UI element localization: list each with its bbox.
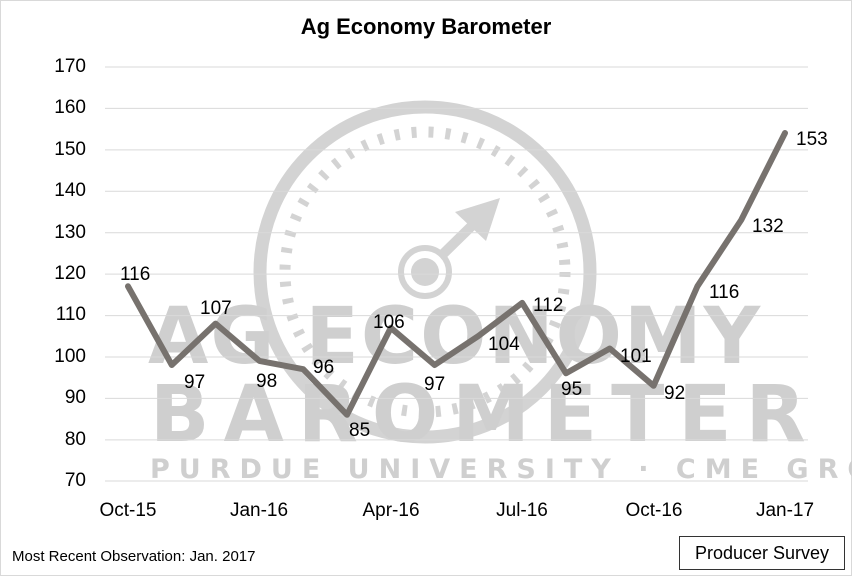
y-tick: 160 [54,97,86,118]
data-label: 92 [664,383,686,404]
data-label: 95 [561,379,583,400]
data-label: 96 [313,357,335,378]
data-label: 107 [200,298,232,319]
x-tick: Oct-15 [99,500,157,521]
data-label: 116 [709,282,740,303]
y-tick: 100 [54,346,86,367]
x-tick: Apr-16 [362,500,420,521]
data-label: 132 [752,216,784,237]
y-tick: 80 [64,429,86,450]
y-tick: 150 [54,139,86,160]
x-tick: Jul-16 [496,500,548,521]
watermark-line1: AG ECONOMY [148,292,763,382]
y-tick: 130 [54,222,86,243]
y-tick: 120 [54,263,86,284]
data-label: 97 [424,374,446,395]
data-label: 106 [373,312,405,333]
x-tick: Jan-17 [755,500,815,521]
watermark-line2: BAROMETER [150,370,820,460]
data-label: 104 [488,334,520,355]
barometer-line [125,130,788,418]
data-label: 116 [120,264,151,285]
x-tick: Jan-16 [229,500,289,521]
data-label: 98 [256,371,278,392]
data-label: 112 [533,295,564,316]
data-label: 101 [620,346,652,367]
data-label: 97 [184,372,206,393]
data-label: 153 [796,129,828,150]
footnote: Most Recent Observation: Jan. 2017 [12,548,256,565]
y-tick: 170 [54,56,86,77]
chart-title: Ag Economy Barometer [300,14,552,39]
y-tick: 110 [55,304,86,325]
y-tick: 140 [54,180,86,201]
watermark-line3: PURDUE UNIVERSITY · CME GROUP [150,454,852,485]
producer-survey-badge: Producer Survey [679,536,845,570]
y-tick: 70 [64,470,86,491]
y-tick: 90 [64,387,86,408]
x-tick: Oct-16 [625,500,683,521]
data-label: 85 [349,420,371,441]
